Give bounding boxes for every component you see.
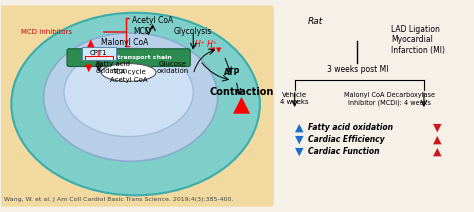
Ellipse shape bbox=[44, 33, 218, 161]
Text: Fatty acid
oxidation: Fatty acid oxidation bbox=[96, 61, 130, 74]
Text: MCD: MCD bbox=[134, 28, 151, 36]
Text: Contraction: Contraction bbox=[210, 87, 274, 97]
Text: Electron transport chain: Electron transport chain bbox=[86, 55, 172, 60]
Text: Wang, W. et al. J Am Coll Cardiol Basic Trans Science. 2019;4(3):385-400.: Wang, W. et al. J Am Coll Cardiol Basic … bbox=[4, 197, 234, 202]
Text: ▲: ▲ bbox=[87, 38, 95, 48]
Text: CPT1: CPT1 bbox=[90, 50, 108, 56]
Text: TCA cycle: TCA cycle bbox=[112, 70, 146, 75]
FancyBboxPatch shape bbox=[0, 5, 274, 207]
Text: ▼: ▼ bbox=[85, 63, 92, 73]
Text: ▲: ▲ bbox=[433, 135, 441, 145]
Text: Malonyl CoA: Malonyl CoA bbox=[101, 38, 148, 47]
Text: Cardiac Efficiency: Cardiac Efficiency bbox=[308, 135, 384, 144]
Text: ▲: ▲ bbox=[295, 123, 304, 133]
Text: Cardiac Function: Cardiac Function bbox=[308, 147, 379, 156]
Text: Acetyl CoA: Acetyl CoA bbox=[132, 16, 173, 25]
Text: Glycolysis: Glycolysis bbox=[174, 27, 212, 36]
Text: Rat: Rat bbox=[308, 17, 323, 26]
Ellipse shape bbox=[101, 64, 156, 81]
Text: ▼: ▼ bbox=[217, 47, 222, 53]
Text: ▲: ▲ bbox=[233, 94, 251, 114]
Text: ATP: ATP bbox=[224, 68, 240, 77]
Text: LAD Ligation: LAD Ligation bbox=[391, 25, 440, 33]
Text: ▼: ▼ bbox=[295, 135, 304, 145]
Text: Fatty acid oxidation: Fatty acid oxidation bbox=[308, 123, 392, 132]
Text: Vehicle
4 weeks: Vehicle 4 weeks bbox=[280, 92, 309, 105]
Text: Glucose
oxidation: Glucose oxidation bbox=[156, 61, 189, 74]
Ellipse shape bbox=[64, 48, 193, 137]
Text: ▼: ▼ bbox=[433, 123, 441, 133]
Text: MCD inhibitors: MCD inhibitors bbox=[21, 29, 73, 35]
Text: Acetyl CoA: Acetyl CoA bbox=[110, 77, 147, 83]
Text: ▼: ▼ bbox=[210, 47, 216, 53]
Ellipse shape bbox=[11, 13, 260, 195]
FancyBboxPatch shape bbox=[82, 47, 116, 60]
Text: Myocardial
Infarction (MI): Myocardial Infarction (MI) bbox=[391, 35, 445, 55]
Text: ▲: ▲ bbox=[433, 146, 441, 156]
Text: H⁺ H⁺: H⁺ H⁺ bbox=[195, 40, 217, 49]
Text: 3 weeks post MI: 3 weeks post MI bbox=[327, 64, 388, 74]
Text: ▼: ▼ bbox=[295, 146, 304, 156]
FancyBboxPatch shape bbox=[67, 49, 190, 67]
Text: Malonyl CoA Decarboxylase
Inhibitor (MCDi): 4 weeks: Malonyl CoA Decarboxylase Inhibitor (MCD… bbox=[344, 92, 435, 106]
